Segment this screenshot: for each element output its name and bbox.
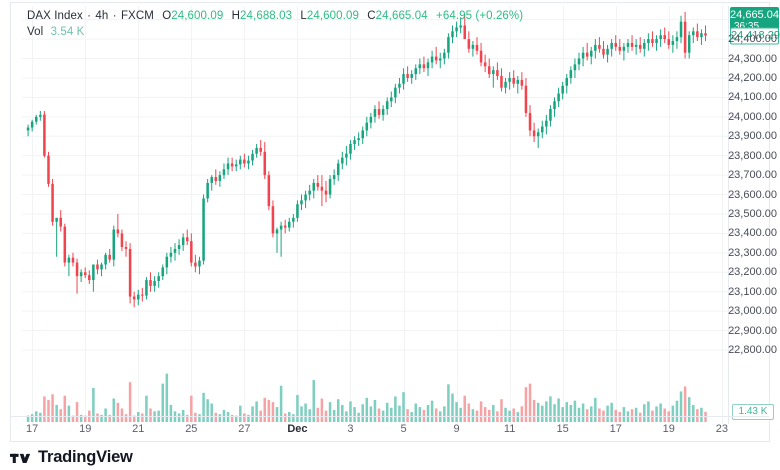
time-scale[interactable]: 17 19 21 25 27 Dec 3 5 9 11 15 17 19 23 — [11, 416, 769, 441]
time-tick-label: 3 — [347, 423, 354, 435]
volume-value-badge: 1.43 K — [732, 403, 774, 420]
price-tick-dash — [730, 155, 735, 157]
price-tick-dash — [730, 232, 735, 234]
price-tick-dash — [730, 194, 735, 196]
price-tick-dash — [730, 213, 735, 215]
price-tick-label: 23,800.00 — [728, 149, 777, 162]
price-tick-label: 23,500.00 — [728, 207, 777, 220]
price-tick-dash — [730, 291, 735, 293]
price-tick-label: 23,900.00 — [728, 130, 777, 143]
chart-plot-area[interactable] — [22, 6, 728, 424]
price-tick-label: 23,400.00 — [728, 227, 777, 240]
price-tick-label: 22,800.00 — [728, 344, 777, 356]
volume-bars — [26, 373, 707, 422]
time-tick-label: 23 — [715, 423, 728, 435]
price-tick-label: 24,400.00 — [728, 33, 777, 46]
time-tick-label: 15 — [556, 423, 569, 435]
price-tick-label: 23,000.00 — [728, 305, 777, 318]
tradingview-logo: TradingView — [10, 448, 133, 467]
price-tick-label: 24,100.00 — [728, 91, 777, 104]
price-tick-label: 24,000.00 — [728, 110, 777, 123]
candlesticks — [26, 11, 707, 308]
time-tick-label: 9 — [453, 423, 460, 435]
price-tick-label: 22,900.00 — [728, 324, 777, 337]
price-tick-dash — [730, 116, 735, 118]
last-price-value: 24,665.04 — [730, 9, 779, 21]
candlestick-svg — [22, 6, 728, 424]
price-tick-dash — [730, 38, 735, 40]
price-scale[interactable]: 24,665.04 36:35 24,418.29 1.43 K 24,400.… — [728, 6, 780, 424]
time-tick-label: 17 — [609, 423, 622, 435]
price-tick-label: 23,300.00 — [728, 246, 777, 259]
bar-countdown: 36:35 — [730, 21, 779, 32]
price-tick-dash — [730, 330, 735, 332]
price-tick-dash — [730, 77, 735, 79]
time-tick-label: Dec — [287, 423, 308, 435]
tradingview-mark-icon — [10, 453, 31, 463]
time-tick-label: 27 — [238, 423, 251, 435]
price-tick-dash — [730, 96, 735, 98]
time-tick-label: 19 — [662, 423, 675, 435]
price-tick-label: 23,700.00 — [728, 169, 777, 182]
price-tick-dash — [730, 310, 735, 312]
price-tick-dash — [730, 174, 735, 176]
volume-badge-value: 1.43 K — [738, 405, 768, 417]
time-tick-label: 5 — [400, 423, 407, 435]
price-tick-dash — [730, 58, 735, 60]
time-tick-label: 17 — [26, 423, 39, 435]
price-tick-label: 23,200.00 — [728, 266, 777, 279]
chart-frame: DAX Index · 4h · FXCM O24,600.09 H24,688… — [10, 2, 780, 442]
price-tick-label: 23,600.00 — [728, 188, 777, 201]
price-tick-label: 23,100.00 — [728, 285, 777, 298]
price-tick-label: 24,300.00 — [728, 52, 777, 65]
time-tick-label: 25 — [185, 423, 198, 435]
time-tick-label: 11 — [503, 423, 516, 435]
time-tick-label: 21 — [132, 423, 145, 435]
price-tick-label: 24,200.00 — [728, 71, 777, 84]
price-tick-dash — [730, 271, 735, 273]
price-tick-dash — [730, 252, 735, 254]
cursor-price-badge: 24,418.29 — [730, 27, 780, 45]
tradingview-wordmark: TradingView — [38, 448, 133, 466]
price-tick-dash — [730, 349, 735, 351]
cursor-price-value: 24,418.29 — [731, 29, 780, 42]
time-tick-label: 19 — [79, 423, 92, 435]
grid-lines — [22, 6, 728, 424]
price-tick-dash — [730, 135, 735, 137]
